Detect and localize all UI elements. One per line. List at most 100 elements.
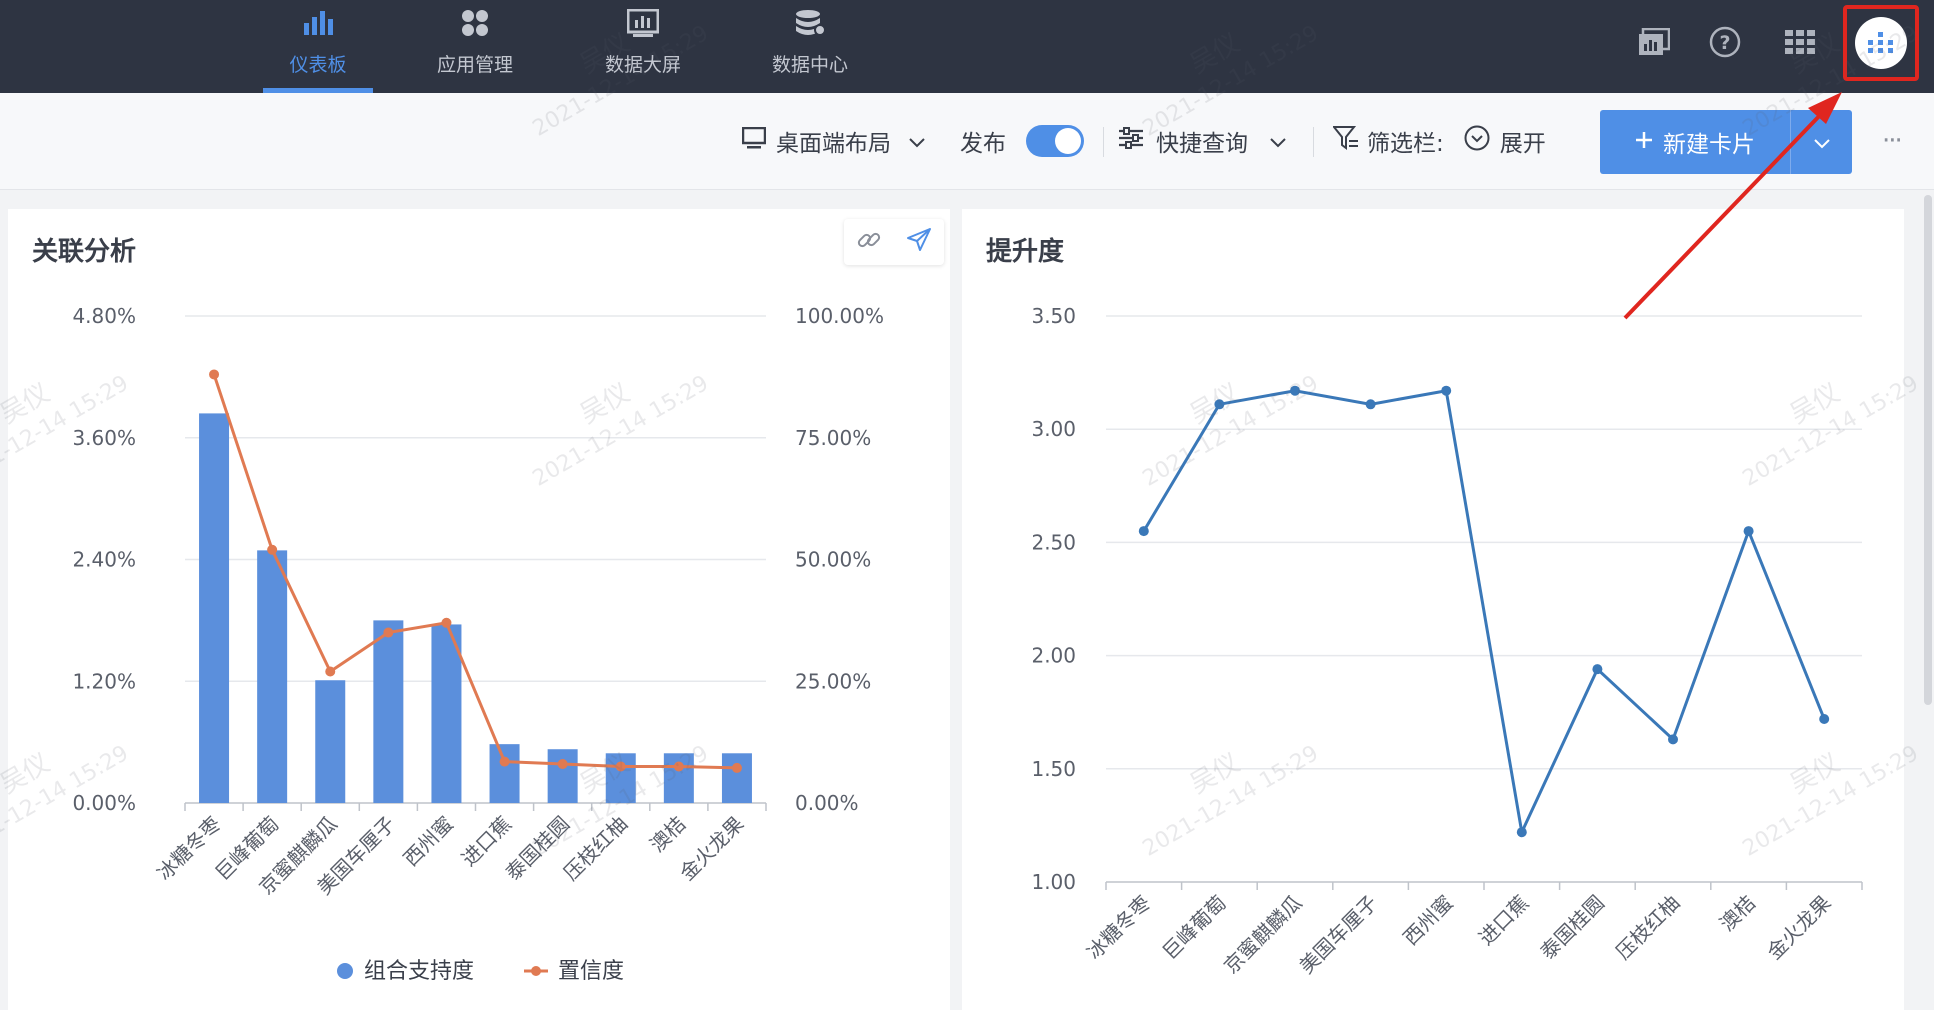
nav-label: 应用管理 bbox=[436, 54, 513, 76]
bar-support bbox=[663, 753, 694, 803]
x-category-label: 冰糖冬枣 bbox=[152, 812, 226, 886]
send-icon[interactable] bbox=[906, 227, 932, 257]
association-analysis-card: 关联分析 0.00% 1.20% 2.40% 3.60% 4.80% 0.00% 25.00… bbox=[8, 209, 950, 1010]
bar-support bbox=[547, 749, 578, 803]
association-chart: 0.00% 1.20% 2.40% 3.60% 4.80% 0.00% 25.00% 50.0… bbox=[72, 304, 884, 984]
x-category-label: 京蜜麒麟瓜 bbox=[1219, 891, 1307, 979]
active-tab-indicator bbox=[263, 88, 373, 93]
y-tick-label: 1.50 bbox=[1031, 757, 1076, 781]
card-title: 提升度 bbox=[986, 237, 1065, 267]
chevron-down-icon bbox=[909, 128, 925, 154]
link-icon[interactable] bbox=[856, 227, 882, 257]
chevron-circle-icon bbox=[1464, 125, 1490, 157]
filter-icon bbox=[1331, 126, 1359, 156]
nav-item-data-screen[interactable]: 数据大屏 bbox=[588, 0, 698, 93]
svg-text:?: ? bbox=[1719, 32, 1730, 54]
x-category-label: 西州蜜 bbox=[1398, 891, 1457, 950]
bar-support bbox=[257, 550, 288, 803]
y-tick-label: 1.00 bbox=[1031, 870, 1076, 894]
filter-label: 筛选栏: bbox=[1367, 131, 1444, 157]
publish-label: 发布 bbox=[960, 131, 1006, 157]
lift-line bbox=[1142, 388, 1826, 838]
y-tick-label: 3.00 bbox=[1031, 417, 1076, 441]
legend-marker-support bbox=[337, 963, 353, 979]
nav-item-app-management[interactable]: 应用管理 bbox=[420, 0, 530, 93]
expand-label: 展开 bbox=[1499, 131, 1546, 157]
bar-support bbox=[315, 680, 346, 803]
y-left-tick-label: 3.60% bbox=[72, 426, 136, 450]
chevron-down-icon bbox=[1270, 128, 1286, 154]
layout-selector[interactable]: 桌面端布局 bbox=[741, 93, 925, 189]
lift-point bbox=[1743, 526, 1754, 537]
new-card-dropdown[interactable] bbox=[1791, 110, 1852, 174]
card-tools bbox=[844, 219, 944, 265]
legend-marker-confidence-dot bbox=[531, 966, 541, 976]
chevron-down-icon bbox=[1813, 129, 1830, 155]
lift-point bbox=[1214, 399, 1225, 410]
x-category-label: 冰糖冬枣 bbox=[1082, 891, 1156, 965]
filter-bar-toggle[interactable]: 筛选栏: 展开 bbox=[1331, 93, 1546, 189]
confidence-point bbox=[557, 759, 568, 770]
avatar-icon[interactable] bbox=[1855, 17, 1907, 69]
nav-label: 数据中心 bbox=[771, 54, 848, 76]
nav-item-dashboard[interactable]: 仪表板 bbox=[263, 0, 373, 93]
x-category-label: 金火龙果 bbox=[1762, 891, 1836, 965]
lift-point bbox=[1441, 385, 1452, 396]
scrollbar[interactable] bbox=[1924, 195, 1932, 705]
new-card-main[interactable]: 新建卡片 bbox=[1600, 110, 1790, 174]
confidence-point bbox=[209, 369, 220, 380]
dashboard-toolbar: 桌面端布局 发布 快捷查询 筛选栏: 展开 新建卡片 bbox=[0, 93, 1934, 190]
sliders-icon bbox=[1118, 127, 1144, 155]
bar-chart-icon bbox=[302, 8, 334, 38]
confidence-point bbox=[267, 544, 278, 555]
y-left-tick-label: 0.00% bbox=[72, 791, 136, 815]
confidence-point bbox=[325, 666, 336, 677]
y-tick-label: 2.00 bbox=[1031, 644, 1076, 668]
bar-support bbox=[431, 624, 462, 803]
x-category-label: 澳桔 bbox=[645, 812, 690, 857]
nav-label: 仪表板 bbox=[289, 54, 347, 76]
y-left-tick-label: 4.80% bbox=[72, 304, 136, 328]
lift-point bbox=[1592, 664, 1603, 675]
card-title: 关联分析 bbox=[32, 237, 137, 267]
confidence-point bbox=[731, 762, 742, 773]
quick-query-dropdown[interactable]: 快捷查询 bbox=[1118, 93, 1286, 189]
bar-support bbox=[721, 753, 752, 803]
report-icon[interactable] bbox=[1634, 22, 1674, 62]
new-card-button[interactable]: 新建卡片 bbox=[1600, 110, 1852, 174]
legend-label-confidence: 置信度 bbox=[558, 959, 624, 984]
x-category-label: 压枝红柚 bbox=[559, 812, 633, 886]
lift-chart: 1.00 1.50 2.00 2.50 3.00 3.50 冰糖冬枣 巨峰葡萄京蜜麒麟瓜美国车… bbox=[1031, 304, 1863, 979]
x-category-label: 泰国桂圆 bbox=[501, 812, 575, 886]
confidence-point bbox=[383, 627, 394, 638]
lift-point bbox=[1138, 526, 1149, 537]
confidence-point bbox=[441, 617, 452, 628]
confidence-point bbox=[499, 756, 510, 767]
new-card-label: 新建卡片 bbox=[1663, 132, 1755, 158]
bar-support bbox=[199, 413, 230, 803]
x-category-label: 澳桔 bbox=[1715, 891, 1760, 936]
x-category-label: 泰国桂圆 bbox=[1535, 891, 1609, 965]
x-category-label: 美国车厘子 bbox=[1294, 891, 1382, 979]
help-icon[interactable]: ? bbox=[1705, 22, 1745, 62]
legend-label-support: 组合支持度 bbox=[364, 959, 474, 984]
confidence-point bbox=[615, 761, 626, 772]
nav-item-data-center[interactable]: 数据中心 bbox=[755, 0, 865, 93]
app-launcher-icon[interactable] bbox=[1780, 22, 1820, 62]
publish-toggle[interactable] bbox=[1026, 93, 1084, 189]
y-right-tick-label: 50.00% bbox=[795, 548, 871, 572]
y-tick-label: 2.50 bbox=[1031, 530, 1076, 554]
bar-support bbox=[605, 753, 636, 803]
confidence-line bbox=[212, 373, 737, 770]
lift-point bbox=[1516, 827, 1527, 838]
toolbar-divider bbox=[1103, 127, 1104, 157]
more-options-button[interactable]: ··· bbox=[1882, 126, 1903, 156]
apps-grid-icon bbox=[460, 8, 490, 38]
x-category-label: 金火龙果 bbox=[675, 812, 749, 886]
y-right-tick-label: 25.00% bbox=[795, 669, 871, 693]
lift-point bbox=[1365, 399, 1376, 410]
layout-label: 桌面端布局 bbox=[776, 131, 891, 157]
desktop-icon bbox=[741, 126, 767, 155]
y-left-tick-label: 2.40% bbox=[72, 548, 136, 572]
toolbar-divider bbox=[1313, 127, 1314, 157]
